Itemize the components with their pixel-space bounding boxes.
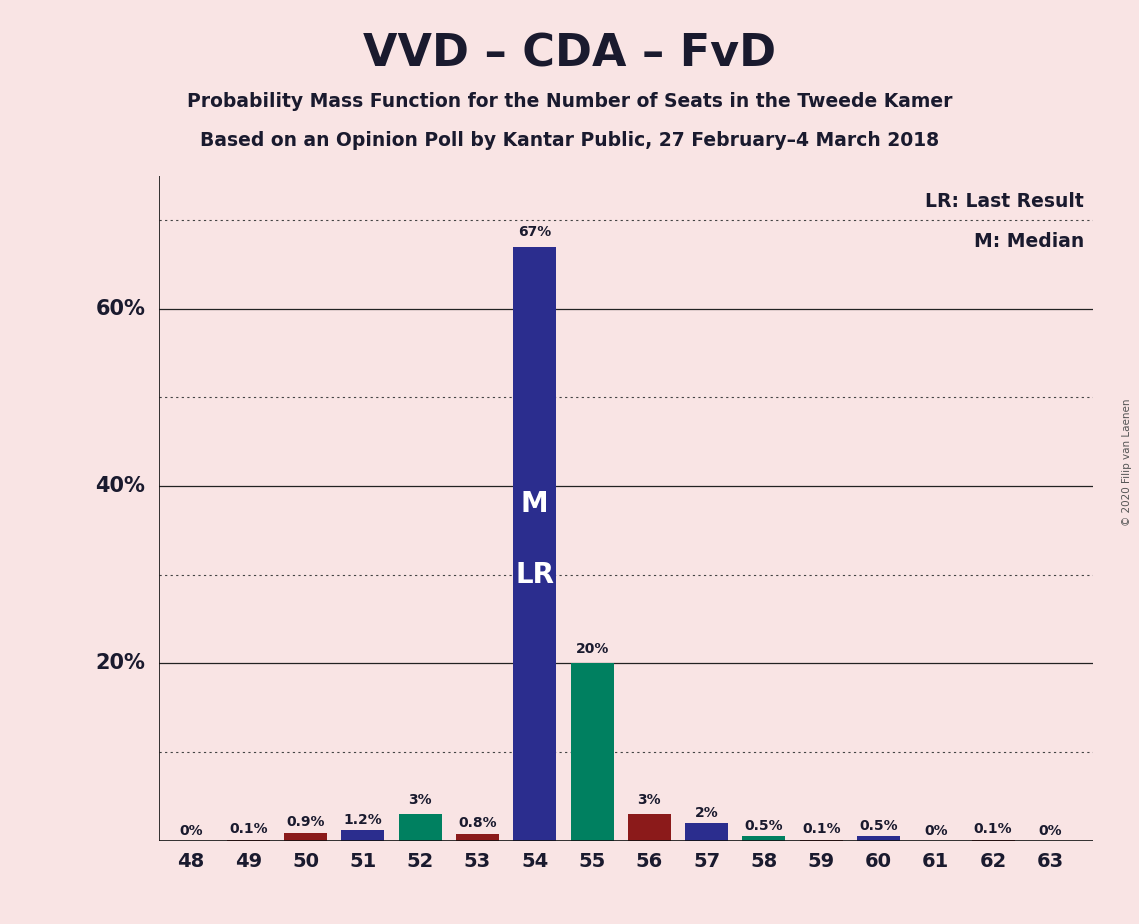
Text: M: M <box>521 490 549 517</box>
Bar <box>628 814 671 841</box>
Text: 0%: 0% <box>924 824 948 838</box>
Text: VVD – CDA – FvD: VVD – CDA – FvD <box>363 32 776 76</box>
Text: 3%: 3% <box>638 793 661 808</box>
Bar <box>284 833 327 841</box>
Text: 0%: 0% <box>179 824 203 838</box>
Text: 0.8%: 0.8% <box>458 816 497 830</box>
Text: 0%: 0% <box>1039 824 1063 838</box>
Text: LR: LR <box>515 561 555 589</box>
Text: © 2020 Filip van Laenen: © 2020 Filip van Laenen <box>1122 398 1132 526</box>
Text: 0.1%: 0.1% <box>229 822 268 836</box>
Text: 67%: 67% <box>518 225 551 239</box>
Text: 0.1%: 0.1% <box>974 822 1013 836</box>
Text: 3%: 3% <box>409 793 432 808</box>
Bar <box>456 833 499 841</box>
Text: 2%: 2% <box>695 806 719 820</box>
Text: 40%: 40% <box>96 476 146 496</box>
Text: 0.9%: 0.9% <box>286 815 325 830</box>
Bar <box>399 814 442 841</box>
Text: 20%: 20% <box>575 642 608 656</box>
Text: 1.2%: 1.2% <box>344 812 383 827</box>
Text: 0.1%: 0.1% <box>802 822 841 836</box>
Bar <box>514 247 556 841</box>
Text: 60%: 60% <box>96 298 146 319</box>
Text: 0.5%: 0.5% <box>859 819 898 833</box>
Text: M: Median: M: Median <box>974 232 1084 251</box>
Text: LR: Last Result: LR: Last Result <box>925 192 1084 212</box>
Text: 20%: 20% <box>96 653 146 674</box>
Bar <box>342 830 384 841</box>
Bar <box>857 836 900 841</box>
Bar <box>571 663 614 841</box>
Bar <box>686 823 728 841</box>
Text: Based on an Opinion Poll by Kantar Public, 27 February–4 March 2018: Based on an Opinion Poll by Kantar Publi… <box>200 131 939 151</box>
Bar <box>743 836 786 841</box>
Text: 0.5%: 0.5% <box>745 819 784 833</box>
Text: Probability Mass Function for the Number of Seats in the Tweede Kamer: Probability Mass Function for the Number… <box>187 92 952 112</box>
